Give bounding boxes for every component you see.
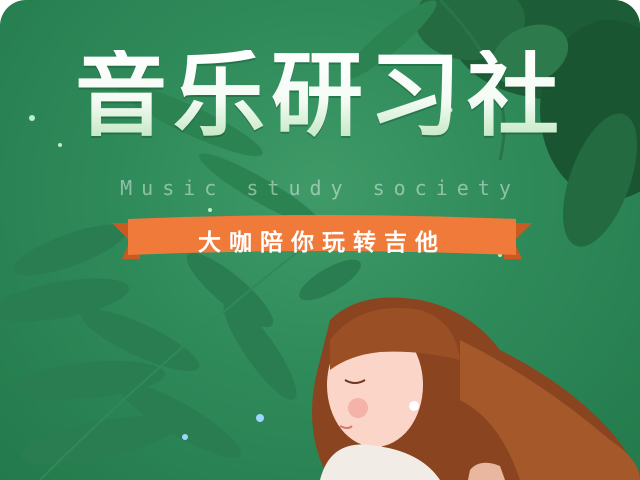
- poster-subtitle: Music study society: [120, 176, 520, 200]
- foliage-left: [0, 224, 361, 480]
- foliage-top-right: [415, 0, 640, 247]
- ribbon-shape: [112, 215, 532, 259]
- girl-illustration: [312, 297, 640, 480]
- sparkles: [29, 107, 502, 440]
- tagline-ribbon: 大咖陪你玩转吉他: [112, 213, 532, 263]
- tagline-text: 大咖陪你玩转吉他: [198, 230, 446, 256]
- poster-title: 音乐研习社: [0, 50, 640, 142]
- foliage-top: [117, 0, 437, 227]
